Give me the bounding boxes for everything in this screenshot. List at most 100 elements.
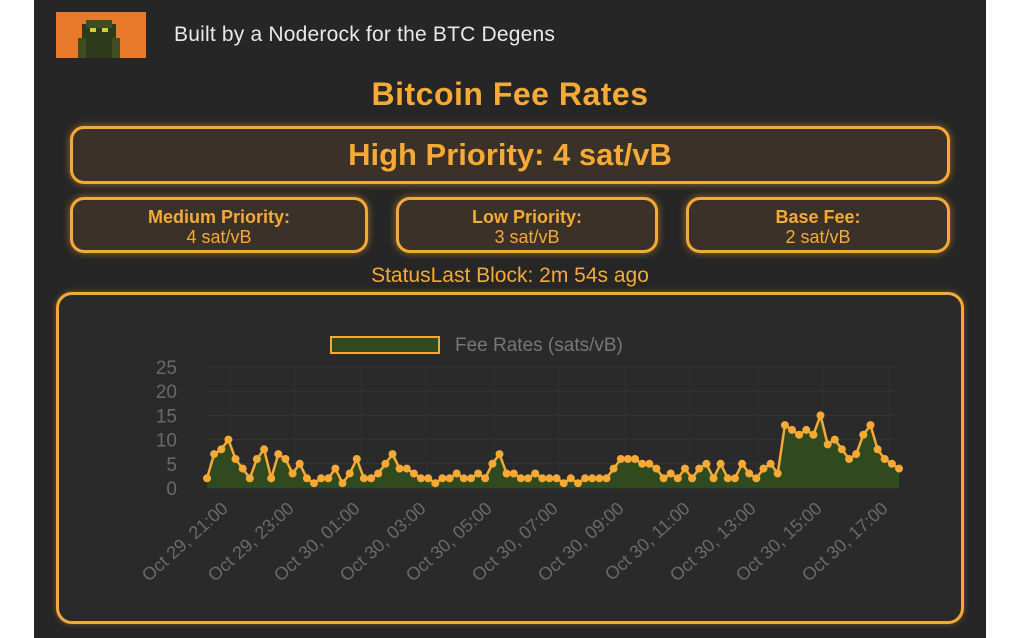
data-point[interactable] xyxy=(552,474,561,483)
high-priority-text: High Priority: 4 sat/vB xyxy=(348,137,672,172)
data-point[interactable] xyxy=(438,474,447,483)
data-point[interactable] xyxy=(395,464,404,473)
data-point[interactable] xyxy=(452,469,461,478)
data-point[interactable] xyxy=(730,474,739,483)
data-point[interactable] xyxy=(538,474,547,483)
data-point[interactable] xyxy=(417,474,425,483)
data-point[interactable] xyxy=(559,479,568,488)
data-point[interactable] xyxy=(609,464,618,473)
data-point[interactable] xyxy=(623,455,632,463)
data-point[interactable] xyxy=(666,469,675,478)
data-point[interactable] xyxy=(345,469,354,478)
data-point[interactable] xyxy=(695,464,704,473)
data-point[interactable] xyxy=(467,474,475,483)
data-point[interactable] xyxy=(431,479,440,488)
data-point[interactable] xyxy=(859,430,868,439)
data-point[interactable] xyxy=(295,459,304,468)
data-point[interactable] xyxy=(845,455,854,463)
data-point[interactable] xyxy=(302,474,311,483)
data-point[interactable] xyxy=(638,459,647,468)
data-point[interactable] xyxy=(331,464,340,473)
data-point[interactable] xyxy=(631,455,639,463)
data-point[interactable] xyxy=(688,474,697,483)
data-point[interactable] xyxy=(645,459,654,468)
data-point[interactable] xyxy=(252,455,261,463)
data-point[interactable] xyxy=(288,469,297,478)
data-point[interactable] xyxy=(317,474,326,483)
data-point[interactable] xyxy=(402,464,411,473)
data-point[interactable] xyxy=(880,455,889,463)
data-point[interactable] xyxy=(338,479,347,488)
data-point[interactable] xyxy=(516,474,525,483)
data-point[interactable] xyxy=(673,474,682,483)
data-point[interactable] xyxy=(324,474,333,483)
data-point[interactable] xyxy=(367,474,376,483)
data-point[interactable] xyxy=(723,474,732,483)
data-point[interactable] xyxy=(409,469,418,478)
data-point[interactable] xyxy=(780,421,789,430)
data-point[interactable] xyxy=(238,464,247,473)
data-point[interactable] xyxy=(474,469,483,478)
data-point[interactable] xyxy=(210,450,219,459)
data-point[interactable] xyxy=(388,450,397,459)
data-point[interactable] xyxy=(352,455,361,463)
data-point[interactable] xyxy=(745,469,754,478)
data-point[interactable] xyxy=(873,445,882,454)
data-point[interactable] xyxy=(574,479,582,488)
data-point[interactable] xyxy=(502,469,511,478)
data-point[interactable] xyxy=(852,450,861,459)
data-point[interactable] xyxy=(281,455,290,463)
data-point[interactable] xyxy=(203,474,211,483)
data-point[interactable] xyxy=(245,474,254,483)
data-point[interactable] xyxy=(374,469,383,478)
data-point[interactable] xyxy=(837,445,846,454)
data-point[interactable] xyxy=(895,464,903,473)
data-point[interactable] xyxy=(802,425,811,434)
data-point[interactable] xyxy=(759,464,768,473)
data-point[interactable] xyxy=(702,459,711,468)
data-point[interactable] xyxy=(217,445,226,454)
data-point[interactable] xyxy=(809,430,818,439)
data-point[interactable] xyxy=(773,469,782,478)
data-point[interactable] xyxy=(274,450,283,459)
data-point[interactable] xyxy=(602,474,611,483)
data-point[interactable] xyxy=(795,430,804,439)
data-point[interactable] xyxy=(595,474,604,483)
data-point[interactable] xyxy=(887,459,896,468)
data-point[interactable] xyxy=(738,459,747,468)
data-point[interactable] xyxy=(424,474,433,483)
data-point[interactable] xyxy=(495,450,504,459)
chart-legend[interactable]: Fee Rates (sats/vB) xyxy=(330,335,623,356)
data-point[interactable] xyxy=(788,425,796,434)
data-point[interactable] xyxy=(267,474,276,483)
data-point[interactable] xyxy=(581,474,590,483)
data-point[interactable] xyxy=(830,435,839,444)
data-point[interactable] xyxy=(310,479,318,488)
data-point[interactable] xyxy=(381,459,390,468)
data-point[interactable] xyxy=(681,464,689,473)
data-point[interactable] xyxy=(823,440,832,449)
data-point[interactable] xyxy=(566,474,575,483)
data-point[interactable] xyxy=(752,474,761,483)
data-point[interactable] xyxy=(481,474,490,483)
data-point[interactable] xyxy=(488,459,497,468)
data-point[interactable] xyxy=(766,459,775,468)
data-point[interactable] xyxy=(359,474,368,483)
data-point[interactable] xyxy=(652,464,661,473)
data-point[interactable] xyxy=(545,474,554,483)
data-point[interactable] xyxy=(231,455,240,463)
data-point[interactable] xyxy=(659,474,668,483)
data-point[interactable] xyxy=(459,474,468,483)
data-point[interactable] xyxy=(531,469,540,478)
data-point[interactable] xyxy=(260,445,269,454)
data-point[interactable] xyxy=(509,469,518,478)
data-point[interactable] xyxy=(616,455,625,463)
data-point[interactable] xyxy=(816,411,825,420)
data-point[interactable] xyxy=(524,474,532,483)
data-point[interactable] xyxy=(224,435,233,444)
data-point[interactable] xyxy=(866,421,875,430)
data-point[interactable] xyxy=(445,474,454,483)
data-point[interactable] xyxy=(709,474,718,483)
data-point[interactable] xyxy=(716,459,725,468)
data-point[interactable] xyxy=(588,474,597,483)
